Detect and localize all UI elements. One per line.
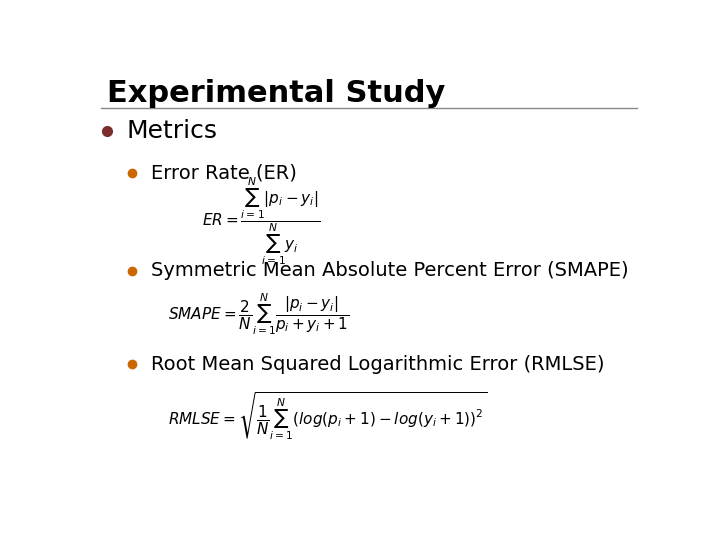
Text: $RMLSE = \sqrt{\dfrac{1}{N} \sum_{i=1}^{N} (log(p_i+1) - log(y_i+1))^2}$: $RMLSE = \sqrt{\dfrac{1}{N} \sum_{i=1}^{… — [168, 390, 487, 442]
Text: Root Mean Squared Logarithmic Error (RMLSE): Root Mean Squared Logarithmic Error (RML… — [151, 355, 605, 374]
Text: $ER = \dfrac{\sum_{i=1}^{N} |p_i - y_i|}{\sum_{i=1}^{N} y_i}$: $ER = \dfrac{\sum_{i=1}^{N} |p_i - y_i|}… — [202, 175, 320, 267]
Text: Error Rate (ER): Error Rate (ER) — [151, 164, 297, 183]
Text: Symmetric Mean Absolute Percent Error (SMAPE): Symmetric Mean Absolute Percent Error (S… — [151, 261, 629, 280]
Text: Experimental Study: Experimental Study — [107, 79, 445, 109]
Text: Metrics: Metrics — [126, 119, 217, 143]
Text: $SMAPE = \dfrac{2}{N} \sum_{i=1}^{N} \dfrac{|p_i - y_i|}{p_i + y_i + 1}$: $SMAPE = \dfrac{2}{N} \sum_{i=1}^{N} \df… — [168, 292, 350, 337]
